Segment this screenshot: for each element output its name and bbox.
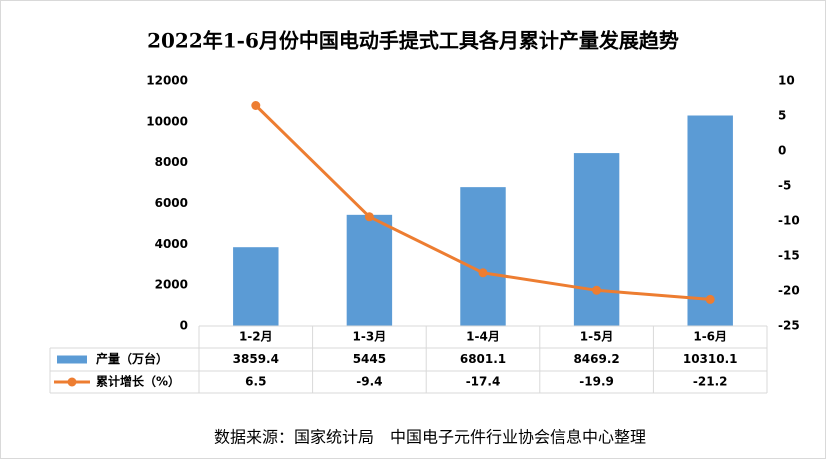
y2-tick-label: -10 (778, 214, 800, 228)
bar (573, 153, 620, 326)
bar (346, 214, 393, 326)
y2-tick-label: -25 (778, 319, 800, 333)
bar (233, 247, 279, 326)
y-tick-label: 8000 (155, 155, 188, 169)
bar (460, 187, 506, 326)
table-value: -19.9 (579, 375, 614, 389)
table-value: 6.5 (245, 375, 266, 389)
line-marker (478, 268, 488, 278)
y-tick-label: 4000 (155, 237, 188, 251)
y2-tick-label: 0 (778, 144, 786, 158)
table-value: 5445 (353, 352, 386, 366)
legend-swatch (57, 355, 87, 364)
source-note: 数据来源：国家统计局 中国电子元件行业协会信息中心整理 (214, 428, 646, 447)
legend-swatch (67, 377, 77, 387)
y-tick-label: 2000 (155, 278, 188, 292)
bar (687, 115, 733, 326)
y2-tick-label: 5 (778, 109, 786, 123)
table-value: 10310.1 (683, 352, 738, 366)
y-tick-label: 6000 (155, 196, 188, 210)
x-tick-label: 1-2月 (239, 330, 273, 344)
line-marker (705, 294, 715, 304)
y2-tick-label: 10 (778, 74, 795, 88)
y2-tick-label: -5 (778, 179, 791, 193)
line-marker (251, 101, 261, 110)
chart-title: 2022年1-6月份中国电动手提式工具各月累计产量发展趋势 (147, 29, 679, 53)
x-tick-label: 1-3月 (353, 330, 387, 344)
y2-tick-label: -20 (778, 284, 800, 298)
y2-tick-label: -15 (778, 249, 800, 263)
y-tick-label: 10000 (146, 114, 188, 128)
x-tick-label: 1-6月 (693, 330, 727, 344)
table-value: 8469.2 (573, 352, 619, 366)
x-tick-label: 1-4月 (466, 330, 500, 344)
line-marker (364, 212, 374, 222)
table-value: 6801.1 (460, 352, 506, 366)
legend-label: 累计增长（%） (96, 374, 180, 389)
table-value: -17.4 (466, 375, 501, 389)
line-marker (592, 285, 602, 295)
legend-label: 产量（万台） (96, 351, 168, 366)
y-tick-label: 0 (180, 319, 188, 333)
y-tick-label: 12000 (146, 74, 188, 88)
table-value: -21.2 (693, 375, 728, 389)
table-value: 3859.4 (233, 352, 279, 366)
x-tick-label: 1-5月 (580, 330, 614, 344)
table-value: -9.4 (356, 375, 382, 389)
